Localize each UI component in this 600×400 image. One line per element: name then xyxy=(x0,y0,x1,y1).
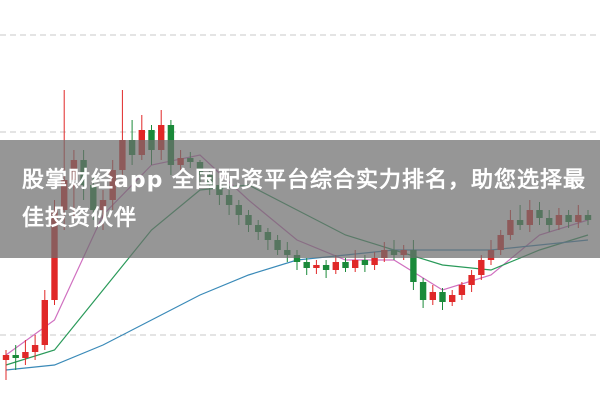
candle-body xyxy=(468,275,475,285)
candle-body xyxy=(31,345,39,352)
candle-body xyxy=(2,355,10,360)
candle-body xyxy=(352,260,359,268)
candle-body xyxy=(293,255,301,262)
candle-body xyxy=(458,285,466,295)
candle-body xyxy=(371,258,378,265)
candle-body xyxy=(342,262,349,268)
candle-body xyxy=(158,125,165,150)
candle-body xyxy=(478,260,485,275)
candle-body xyxy=(429,292,436,300)
candle-body xyxy=(332,262,339,270)
candle-body xyxy=(313,265,320,268)
headline: 股掌财经app 全国配资平台综合实力排名，助您选择最佳投资伙伴 xyxy=(22,168,587,231)
candle-body xyxy=(12,355,19,358)
banner: 股掌财经app 全国配资平台综合实力排名，助您选择最佳投资伙伴 xyxy=(0,140,600,258)
candle-body xyxy=(439,292,446,302)
candle-body xyxy=(419,282,427,300)
candle-body xyxy=(22,352,29,358)
candle-body xyxy=(303,262,310,268)
candle-body xyxy=(41,300,48,345)
candle-body xyxy=(322,265,330,270)
candle-body xyxy=(361,260,369,265)
candle-body xyxy=(410,250,417,282)
candle-body xyxy=(449,295,456,302)
grid xyxy=(0,34,600,336)
